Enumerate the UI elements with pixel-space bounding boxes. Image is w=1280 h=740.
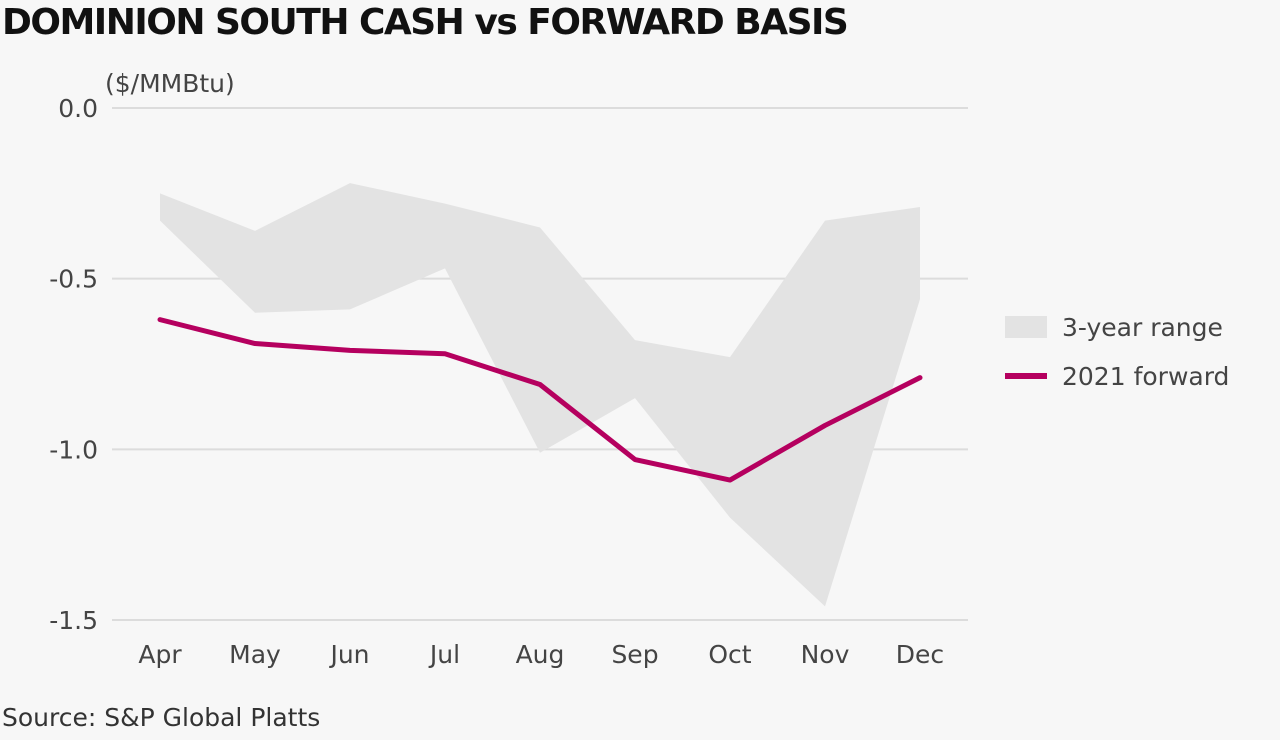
x-tick-label: Jun bbox=[328, 640, 369, 669]
x-axis-ticks: Apr May Jun Jul Aug Sep Oct Nov Dec bbox=[138, 640, 944, 669]
legend-label-range: 3-year range bbox=[1062, 313, 1223, 342]
x-tick-label: Jul bbox=[428, 640, 460, 669]
x-tick-label: Apr bbox=[138, 640, 182, 669]
y-axis-ticks: 0.0 -0.5 -1.0 -1.5 bbox=[49, 94, 98, 635]
range-area-layer bbox=[160, 183, 920, 607]
range-area bbox=[160, 183, 920, 607]
legend-label-forward: 2021 forward bbox=[1062, 362, 1229, 391]
y-tick-label: 0.0 bbox=[58, 94, 98, 123]
y-tick-label: -1.5 bbox=[49, 606, 98, 635]
x-tick-label: May bbox=[229, 640, 281, 669]
legend-swatch-range bbox=[1005, 316, 1047, 338]
chart-title: DOMINION SOUTH CASH vs FORWARD BASIS bbox=[2, 2, 849, 43]
forward-line-layer bbox=[157, 317, 923, 483]
legend: 3-year range 2021 forward bbox=[1005, 313, 1229, 391]
x-tick-label: Aug bbox=[516, 640, 565, 669]
y-tick-label: -0.5 bbox=[49, 265, 98, 294]
x-tick-label: Sep bbox=[611, 640, 658, 669]
x-tick-label: Oct bbox=[708, 640, 751, 669]
x-tick-label: Nov bbox=[801, 640, 850, 669]
y-axis-label: ($/MMBtu) bbox=[105, 69, 235, 98]
x-tick-label: Dec bbox=[896, 640, 944, 669]
source-note: Source: S&P Global Platts bbox=[2, 703, 321, 732]
y-tick-label: -1.0 bbox=[49, 435, 98, 464]
